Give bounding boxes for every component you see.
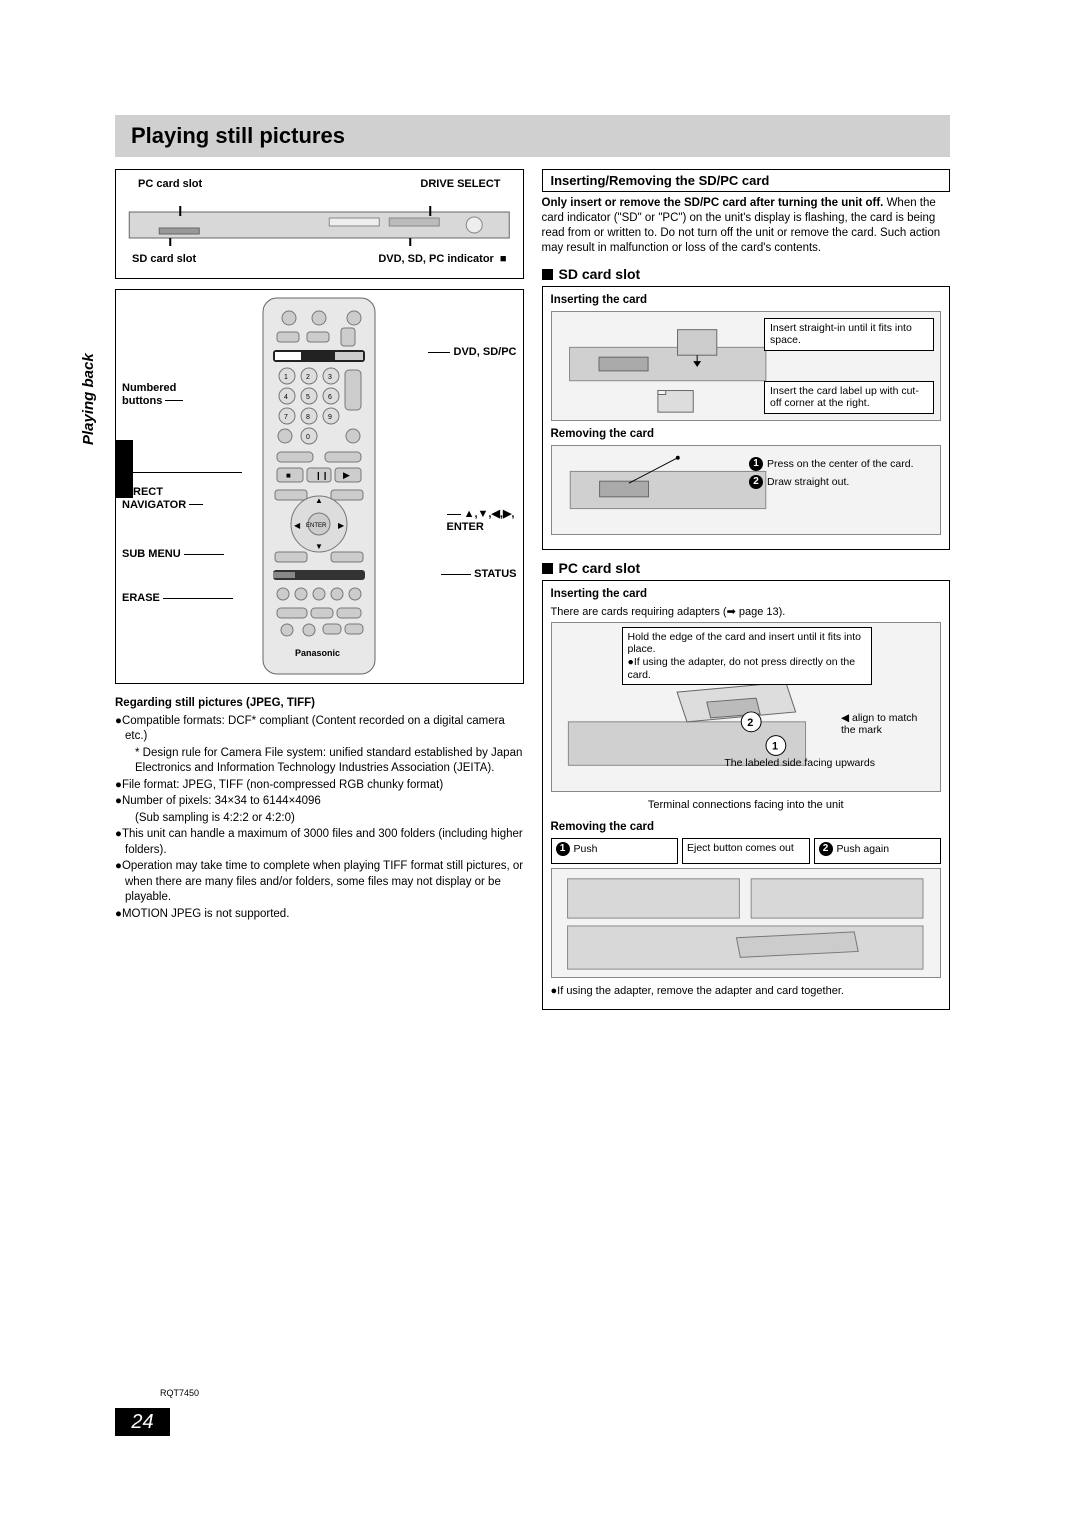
remote-label-erase: ERASE: [122, 592, 160, 604]
regarding-item: ●Operation may take time to complete whe…: [115, 859, 524, 906]
insert-remove-warning: Only insert or remove the SD/PC card aft…: [542, 196, 951, 256]
svg-text:Panasonic: Panasonic: [295, 648, 340, 658]
svg-text:■: ■: [286, 471, 291, 480]
sd-remove-illustration: 1 Press on the center of the card. 2 Draw …: [551, 445, 942, 535]
pc-label-side: The labeled side facing upwards: [719, 754, 880, 773]
regarding-item: ●File format: JPEG, TIFF (non-compressed…: [115, 778, 524, 794]
step-2-icon: 2: [819, 842, 833, 856]
page-content: Playing still pictures Playing back PC c…: [115, 115, 950, 1020]
svg-text:8: 8: [306, 414, 310, 421]
svg-text:▶: ▶: [343, 470, 350, 480]
pc-rem-3-text: Push again: [837, 843, 890, 855]
page-number: 24: [115, 1408, 170, 1436]
svg-text:◀: ◀: [294, 521, 301, 530]
regarding-heading: Regarding still pictures (JPEG, TIFF): [115, 696, 524, 712]
svg-text:▲: ▲: [315, 496, 323, 505]
svg-text:1: 1: [284, 374, 288, 381]
svg-text:6: 6: [328, 394, 332, 401]
pc-removing-heading: Removing the card: [551, 820, 942, 835]
sd-step-1: Press on the center of the card.: [767, 457, 914, 469]
pc-rem-1-text: Push: [574, 843, 598, 855]
remote-label-direct-nav: DIRECT NAVIGATOR: [122, 486, 186, 511]
regarding-item-sub: (Sub sampling is 4:2:2 or 4:2:0): [115, 811, 524, 827]
device-front-icon: [122, 204, 517, 246]
pc-remove-note: ●If using the adapter, remove the adapte…: [551, 984, 942, 998]
device-label-sd-slot: SD card slot: [132, 253, 196, 265]
svg-text:9: 9: [328, 414, 332, 421]
step-1-icon: 1: [749, 457, 763, 471]
pc-adapter-note: There are cards requiring adapters (➡ pa…: [551, 605, 942, 619]
device-label-indicator: DVD, SD, PC indicator: [378, 253, 494, 265]
device-label-pc-slot: PC card slot: [138, 178, 202, 190]
pc-inserting-heading: Inserting the card: [551, 587, 942, 602]
svg-text:▼: ▼: [315, 542, 323, 551]
svg-text:ENTER: ENTER: [306, 523, 327, 529]
svg-text:1: 1: [771, 740, 777, 752]
pc-callout-1a: Hold the edge of the card and insert unt…: [628, 631, 866, 656]
warning-bold: Only insert or remove the SD/PC card aft…: [542, 197, 884, 209]
square-bullet-icon: [542, 563, 553, 574]
svg-text:5: 5: [306, 394, 310, 401]
insert-remove-header: Inserting/Removing the SD/PC card: [542, 169, 951, 192]
remote-icon: 1 2 3 4 5 6 7 8 9 0 ■ ❙❙ ▶: [259, 296, 379, 676]
doc-code: RQT7450: [160, 1388, 199, 1398]
pc-remove-step-1: 1 Push: [551, 838, 679, 864]
pc-remove-steps-row: 1 Push Eject button comes out 2 Push again: [551, 838, 942, 864]
remote-label-submenu: SUB MENU: [122, 548, 181, 560]
regarding-item-sub: * Design rule for Camera File system: un…: [115, 746, 524, 777]
remote-label-status: STATUS: [474, 568, 516, 580]
stop-icon: ■: [122, 466, 129, 478]
title-bar: Playing still pictures: [115, 115, 950, 157]
remote-label-numbered: Numbered buttons: [122, 382, 176, 407]
regarding-item: ●MOTION JPEG is not supported.: [115, 907, 524, 923]
svg-text:0: 0: [306, 434, 310, 441]
pc-remove-step-2: Eject button comes out: [682, 838, 810, 864]
svg-text:3: 3: [328, 374, 332, 381]
regarding-item: ●Compatible formats: DCF* compliant (Con…: [115, 714, 524, 745]
svg-text:2: 2: [306, 374, 310, 381]
svg-text:▶: ▶: [338, 521, 345, 530]
side-tab-label: Playing back: [80, 353, 97, 445]
sd-slot-heading: SD card slot: [542, 266, 951, 282]
pc-callout-1b: ●If using the adapter, do not press dire…: [628, 656, 866, 681]
svg-text:❙❙: ❙❙: [315, 471, 328, 480]
svg-text:7: 7: [284, 414, 288, 421]
pc-slot-heading-text: PC card slot: [559, 560, 641, 576]
svg-text:4: 4: [284, 394, 288, 401]
pc-slot-box: Inserting the card There are cards requi…: [542, 580, 951, 1011]
pc-terminal-note: Terminal connections facing into the uni…: [551, 798, 942, 812]
sd-step-2: Draw straight out.: [767, 475, 849, 487]
sd-slot-box: Inserting the card Insert straight-in un…: [542, 286, 951, 550]
stop-icon: ■: [500, 253, 507, 265]
remote-label-dvd-sdpc: DVD, SD/PC: [454, 346, 517, 358]
svg-text:2: 2: [747, 717, 753, 729]
square-bullet-icon: [542, 269, 553, 280]
page-title: Playing still pictures: [131, 123, 934, 149]
remote-diagram: 1 2 3 4 5 6 7 8 9 0 ■ ❙❙ ▶: [115, 289, 524, 684]
sd-inserting-heading: Inserting the card: [551, 293, 942, 308]
pc-insert-illustration: 2 1 Hold the edge of the card and insert…: [551, 622, 942, 792]
step-2-icon: 2: [749, 475, 763, 489]
pc-slot-heading: PC card slot: [542, 560, 951, 576]
device-label-drive-select: DRIVE SELECT: [420, 178, 500, 190]
remote-label-arrows-enter: ▲,▼,◀,▶, ENTER: [447, 508, 515, 533]
device-diagram: PC card slot DRIVE SELECT SD card slot: [115, 169, 524, 279]
step-1-icon: 1: [556, 842, 570, 856]
regarding-block: Regarding still pictures (JPEG, TIFF) ●C…: [115, 696, 524, 922]
pc-remove-step-3: 2 Push again: [814, 838, 942, 864]
sd-removing-heading: Removing the card: [551, 427, 942, 442]
sd-remove-steps: 1 Press on the center of the card. 2 Draw …: [744, 454, 934, 492]
sd-insert-illustration: Insert straight-in until it fits into sp…: [551, 311, 942, 421]
sd-callout-2: Insert the card label up with cut-off co…: [764, 381, 934, 414]
pc-align-note: ◀ align to match the mark: [836, 709, 936, 740]
pc-remove-illustration: [551, 868, 942, 978]
pc-callout-1: Hold the edge of the card and insert unt…: [622, 627, 872, 685]
regarding-item: ●This unit can handle a maximum of 3000 …: [115, 827, 524, 858]
sd-callout-1: Insert straight-in until it fits into sp…: [764, 318, 934, 351]
sd-slot-heading-text: SD card slot: [559, 266, 641, 282]
regarding-item: ●Number of pixels: 34×34 to 6144×4096: [115, 794, 524, 810]
